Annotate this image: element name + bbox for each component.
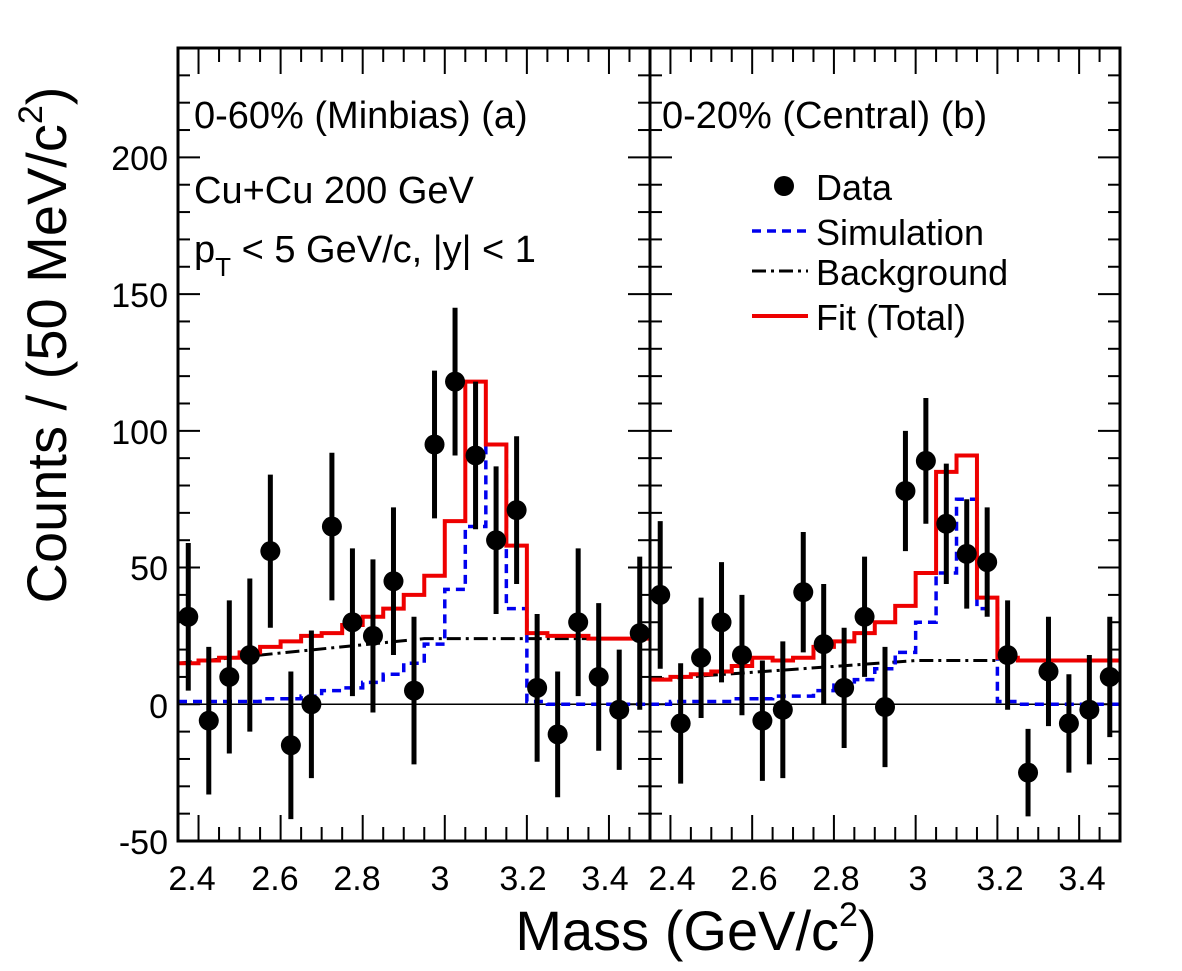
data-point (1018, 762, 1039, 783)
data-point (301, 694, 322, 715)
y-tick-label: 50 (130, 550, 168, 588)
data-point (588, 666, 609, 687)
data-point (895, 480, 916, 501)
data-point (977, 552, 998, 573)
data-point (404, 680, 424, 701)
background-line (177, 637, 650, 665)
y-tick-label: 200 (111, 140, 168, 178)
data-point (342, 612, 363, 633)
data-point (793, 582, 814, 603)
x-tick-label: 2.8 (812, 860, 859, 898)
data-point (752, 710, 773, 731)
x-tick-label: 3 (431, 860, 450, 898)
data-point (650, 584, 671, 605)
data-point (854, 606, 875, 627)
legend-fit-label: Fit (Total) (816, 297, 966, 338)
data-point (527, 677, 548, 698)
data-point (609, 699, 630, 720)
legend-data-label: Data (816, 167, 893, 208)
legend-data-marker (774, 176, 794, 196)
x-tick-label: 2.6 (251, 860, 298, 898)
panel-b-frame (648, 46, 1122, 843)
data-point (260, 541, 281, 562)
legend-simulation-label: Simulation (816, 212, 984, 253)
legend-background-label: Background (816, 252, 1008, 293)
data-point (239, 645, 260, 666)
data-point (219, 666, 240, 687)
collision-system-label: Cu+Cu 200 GeV (194, 170, 475, 212)
panel-a: 0-60% (Minbias) (a) Cu+Cu 200 GeV pT < 5… (177, 47, 651, 842)
data-point (198, 710, 219, 731)
data-point (670, 713, 691, 734)
data-point (424, 434, 445, 455)
panel-b: 0-20% (Central) (b) Data Simulation Back… (649, 47, 1121, 842)
panel-b-background-curve (649, 659, 1120, 682)
legend: Data Simulation Background Fit (Total) (752, 167, 1008, 338)
y-tick-label: 150 (111, 277, 168, 315)
data-point (813, 634, 834, 655)
data-point (956, 543, 977, 564)
x-tick-label: 2.4 (648, 860, 695, 898)
x-tick-label: 3.2 (499, 860, 546, 898)
panel-b-title: 0-20% (Central) (b) (662, 95, 987, 137)
y-tick-label: 0 (149, 688, 168, 726)
data-point (875, 697, 895, 718)
x-axis-title: Mass (GeV/c2) (515, 896, 876, 962)
data-point (629, 623, 650, 644)
x-tick-label: 3 (909, 860, 928, 898)
data-point (547, 724, 568, 745)
panel-a-fit-curve (178, 379, 650, 666)
y-tick-label: 100 (111, 414, 168, 452)
data-point (731, 645, 752, 666)
data-point (711, 612, 732, 633)
x-tick-label: 3.4 (1058, 860, 1105, 898)
x-tick-label: 3.2 (976, 860, 1023, 898)
data-point (465, 445, 486, 466)
data-point (915, 450, 936, 471)
x-tick-label: 2.8 (333, 860, 380, 898)
data-point (568, 612, 589, 633)
y-tick-labels: -50 0 50 100 150 200 (111, 140, 168, 862)
data-point (1099, 666, 1120, 687)
data-point (383, 571, 404, 592)
data-point (280, 735, 301, 756)
data-point (486, 530, 507, 551)
x-tick-label: 3.4 (581, 860, 628, 898)
kinematic-cuts-label: pT < 5 GeV/c, |y| < 1 (194, 229, 536, 282)
data-point (997, 645, 1018, 666)
panel-a-background-curve (177, 637, 650, 665)
data-point (1079, 699, 1100, 720)
data-point (1058, 713, 1079, 734)
data-point (772, 699, 793, 720)
data-point (321, 516, 342, 537)
background-line (649, 659, 1120, 682)
data-point (936, 513, 957, 534)
data-point (691, 647, 712, 668)
panel-a-data-points (178, 307, 650, 820)
x-tick-labels-panel-b: 2.4 2.6 2.8 3 3.2 3.4 (648, 860, 1105, 898)
fit-histogram (178, 379, 650, 666)
data-point (362, 625, 383, 646)
x-tick-label: 2.6 (730, 860, 777, 898)
panel-a-ticks (177, 47, 651, 842)
data-point (445, 371, 466, 392)
data-point (178, 606, 199, 627)
panel-b-data-points (650, 398, 1120, 817)
y-axis-title: Counts / (50 MeV/c2) (12, 87, 78, 604)
x-tick-labels-panel-a: 2.4 2.6 2.8 3 3.2 3.4 (168, 860, 628, 898)
x-tick-label: 2.4 (168, 860, 215, 898)
data-point (506, 500, 527, 521)
panel-a-title: 0-60% (Minbias) (a) (194, 95, 528, 137)
y-tick-label: -50 (119, 824, 168, 862)
data-point (834, 677, 855, 698)
data-point (1038, 661, 1059, 682)
